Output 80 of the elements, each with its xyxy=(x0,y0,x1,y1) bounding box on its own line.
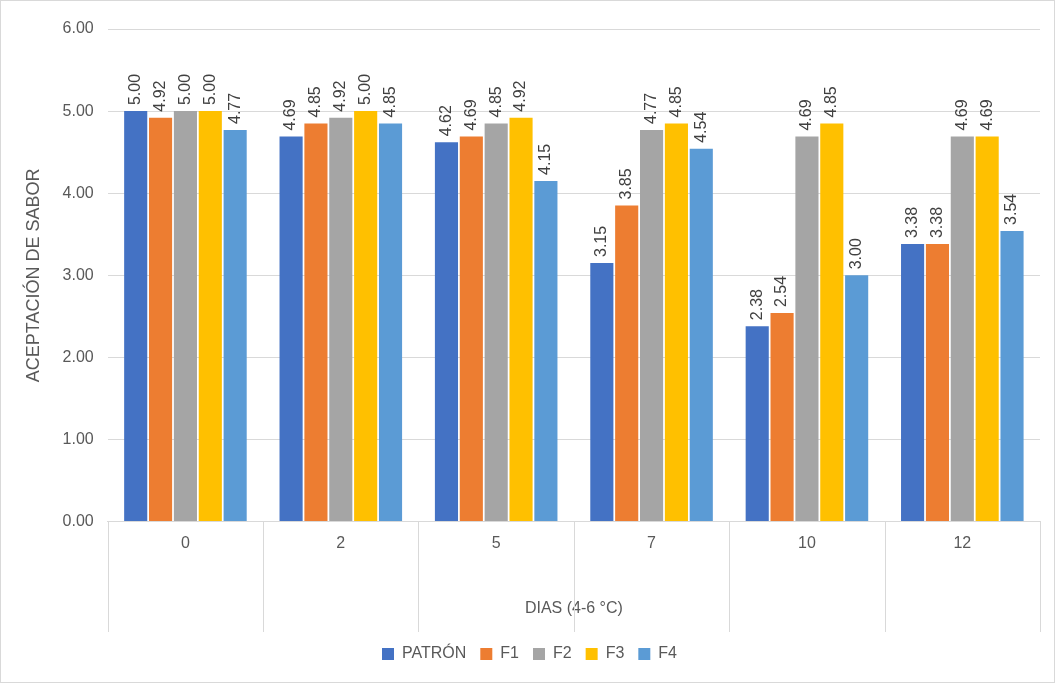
x-axis-title: DIAS (4-6 °C) xyxy=(524,598,623,616)
data-label: 4.69 xyxy=(977,99,995,131)
y-axis-title: ACEPTACIÓN DE SABOR xyxy=(21,168,43,383)
bar xyxy=(534,180,558,522)
data-label: 3.15 xyxy=(592,225,610,257)
y-tick-label: 0.00 xyxy=(62,512,94,530)
bar xyxy=(590,262,614,522)
y-tick-label: 6.00 xyxy=(62,19,94,37)
data-label: 5.00 xyxy=(200,73,218,106)
bar xyxy=(329,117,353,522)
x-tick-label: 5 xyxy=(491,533,501,551)
data-label: 4.92 xyxy=(511,80,529,112)
data-label: 4.62 xyxy=(436,105,454,137)
data-label: 2.54 xyxy=(772,275,790,308)
y-tick-label: 2.00 xyxy=(62,347,94,365)
data-label: 4.77 xyxy=(641,92,659,124)
data-label: 4.92 xyxy=(150,80,168,112)
y-tick-label: 3.00 xyxy=(62,265,94,283)
bar xyxy=(950,136,974,522)
data-label: 3.38 xyxy=(903,206,920,239)
bar xyxy=(124,111,148,522)
data-label: 4.85 xyxy=(306,86,324,118)
bar xyxy=(223,129,247,522)
bar xyxy=(198,111,222,522)
data-label: 2.38 xyxy=(747,288,765,321)
bar xyxy=(770,313,794,522)
bar xyxy=(354,111,378,522)
legend-label: PATRÓN xyxy=(402,643,467,662)
data-label: 4.69 xyxy=(952,99,970,131)
y-tick-label: 5.00 xyxy=(62,101,94,119)
legend-label: F1 xyxy=(500,644,520,662)
bar xyxy=(664,123,688,522)
bar xyxy=(304,123,328,522)
x-tick-label: 12 xyxy=(953,533,972,551)
data-label: 4.92 xyxy=(331,80,349,112)
data-label: 5.00 xyxy=(126,73,144,106)
bar xyxy=(615,205,639,522)
data-label: 4.54 xyxy=(691,111,709,143)
bar xyxy=(459,136,483,522)
bar xyxy=(484,123,508,522)
x-tick-label: 10 xyxy=(798,533,816,551)
data-label: 4.85 xyxy=(666,86,684,118)
bar xyxy=(1000,230,1024,522)
bar xyxy=(901,244,925,522)
x-tick-label: 0 xyxy=(180,533,190,551)
legend-label: F4 xyxy=(658,644,678,662)
bar xyxy=(975,136,999,522)
y-tick-label: 4.00 xyxy=(62,183,94,201)
bar xyxy=(640,129,664,522)
data-label: 3.00 xyxy=(847,238,865,270)
y-tick-label: 1.00 xyxy=(62,429,94,447)
data-label: 3.85 xyxy=(617,168,635,200)
bar xyxy=(925,244,950,522)
bar xyxy=(173,111,197,522)
bar xyxy=(845,275,869,522)
bar xyxy=(820,123,844,522)
data-label: 4.69 xyxy=(797,99,815,131)
legend-label: F2 xyxy=(552,644,572,662)
data-label: 5.00 xyxy=(356,73,374,106)
data-label: 4.69 xyxy=(281,99,299,131)
bar xyxy=(745,326,769,522)
data-label: 4.69 xyxy=(461,99,479,131)
bar xyxy=(795,136,819,522)
bar xyxy=(378,123,403,522)
data-label: 4.85 xyxy=(380,86,398,118)
data-label: 4.85 xyxy=(486,86,504,118)
data-label: 3.38 xyxy=(927,206,945,239)
bar xyxy=(279,136,303,522)
bar xyxy=(434,142,459,522)
bar xyxy=(689,148,713,522)
x-tick-label: 7 xyxy=(647,533,657,551)
bar xyxy=(149,117,173,522)
data-label: 4.15 xyxy=(536,143,554,175)
x-tick-label: 2 xyxy=(336,533,346,551)
data-label: 3.54 xyxy=(1002,193,1020,225)
data-label: 5.00 xyxy=(175,73,193,106)
bar xyxy=(509,117,533,522)
data-label: 4.77 xyxy=(225,92,243,124)
data-label: 4.85 xyxy=(822,86,840,118)
legend-label: F3 xyxy=(605,644,625,662)
